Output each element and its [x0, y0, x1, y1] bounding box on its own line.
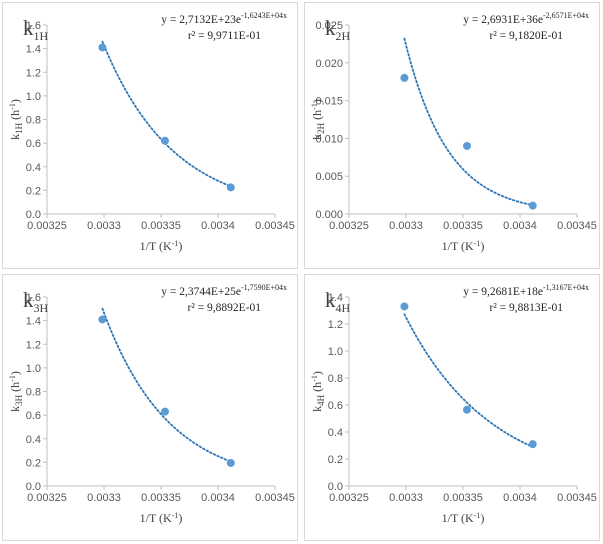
- k3h-y-tick-label: 1.0: [26, 363, 41, 375]
- chart-k1h-svg: 0.0 0.2 0.4 0.6 0.8 1.0 1.2 1.4 1.6 0.00325 0.0033…: [8, 11, 295, 253]
- k4h-y-tick-label: 1.0: [328, 346, 343, 358]
- k1h-y-tick-label: 0.6: [26, 138, 41, 150]
- k3h-data-point: [226, 458, 235, 467]
- k1h-y-tick-label: 0.4: [26, 162, 41, 174]
- k1h-r-squared: r² = 9,9711E-01: [188, 30, 261, 42]
- k4h-y-tick-label: 0.0: [328, 481, 343, 493]
- k3h-x-tick-label: 0.00325: [27, 492, 67, 504]
- k4h-x-tick-label: 0.00345: [557, 492, 597, 504]
- k1h-data-point: [160, 136, 169, 145]
- chart-panel-k3h: 0.0 0.2 0.4 0.6 0.8 1.0 1.2 1.4 1.6 0.00325 0.0033…: [2, 274, 298, 541]
- k1h-x-tick-label: 0.00335: [141, 220, 181, 232]
- k2h-x-tick-label: 0.00345: [557, 220, 597, 232]
- k1h-x-axis-label: 1/T (K-1): [140, 239, 183, 253]
- k1h-x-tick-label: 0.0033: [87, 220, 121, 232]
- k3h-y-tick-label: 1.4: [26, 316, 41, 328]
- k3h-x-tick-label: 0.00345: [255, 492, 295, 504]
- k2h-y-axis-label: k2H (h-1): [310, 99, 326, 140]
- k3h-r-squared: r² = 9,8892E-01: [188, 302, 262, 314]
- k4h-x-tick-label: 0.0034: [503, 492, 537, 504]
- k3h-x-axis-label: 1/T (K-1): [140, 511, 183, 525]
- k1h-y-tick-label: 1.2: [26, 67, 41, 79]
- k3h-data-point: [98, 315, 107, 324]
- k1h-y-axis-label: k1H (h-1): [8, 99, 24, 140]
- k3h-x-tick-label: 0.00335: [141, 492, 181, 504]
- k1h-y-tick-label: 1.0: [26, 91, 41, 103]
- k4h-y-tick-label: 1.2: [328, 319, 343, 331]
- k2h-y-tick-label: 0.020: [315, 58, 343, 70]
- k2h-data-point: [462, 141, 471, 150]
- k4h-data-point: [528, 440, 537, 449]
- k3h-y-tick-label: 0.4: [26, 434, 41, 446]
- k2h-trend-equation: y = 2,6931E+36e-2,6571E+04x: [463, 11, 589, 26]
- k1h-trendline: [101, 40, 232, 188]
- k1h-y-tick-label: 0.2: [26, 185, 41, 197]
- chart-panel-k4h: 0.0 0.2 0.4 0.6 0.8 1.0 1.2 1.4 0.00325 0.0033 0.0…: [304, 274, 600, 541]
- k4h-data-point: [400, 302, 409, 311]
- k2h-trendline: [403, 37, 534, 207]
- chart-k3h-svg: 0.0 0.2 0.4 0.6 0.8 1.0 1.2 1.4 1.6 0.00325 0.0033…: [8, 283, 295, 525]
- k4h-x-axis-label: 1/T (K-1): [442, 511, 485, 525]
- k1h-y-tick-label: 0.0: [26, 209, 41, 221]
- k2h-y-tick-label: 0.015: [315, 96, 343, 108]
- chart-panel-k2h: 0.000 0.005 0.010 0.015 0.020 0.025 0.00325 0.0…: [304, 2, 600, 269]
- k2h-x-tick-label: 0.00335: [443, 220, 483, 232]
- k4h-y-tick-label: 1.4: [328, 292, 343, 304]
- k1h-y-tick-label: 1.4: [26, 44, 41, 56]
- k4h-x-tick-label: 0.0033: [389, 492, 423, 504]
- k3h-y-tick-label: 1.6: [26, 292, 41, 304]
- k4h-r-squared: r² = 9,8813E-01: [490, 302, 564, 314]
- k2h-data-point: [528, 201, 537, 210]
- k4h-x-tick-label: 0.00335: [443, 492, 483, 504]
- k1h-y-tick-label: 1.6: [26, 20, 41, 32]
- k2h-panel-title: k2H: [325, 16, 351, 43]
- k2h-x-axis-label: 1/T (K-1): [442, 239, 485, 253]
- chart-k4h-svg: 0.0 0.2 0.4 0.6 0.8 1.0 1.2 1.4 0.00325 0.0033 0.0…: [310, 283, 597, 525]
- k4h-y-tick-label: 0.2: [328, 454, 343, 466]
- k3h-x-tick-label: 0.0034: [201, 492, 235, 504]
- k2h-x-tick-label: 0.00325: [329, 220, 369, 232]
- k3h-y-tick-label: 1.2: [26, 339, 41, 351]
- k4h-y-axis-label: k4H (h-1): [310, 371, 326, 412]
- k2h-y-tick-label: 0.010: [315, 133, 343, 145]
- k4h-panel-title: k4H: [325, 288, 351, 315]
- k1h-panel-title: k1H: [23, 16, 49, 43]
- k2h-x-tick-label: 0.0034: [503, 220, 537, 232]
- k3h-x-tick-label: 0.0033: [87, 492, 121, 504]
- k2h-y-tick-label: 0.025: [315, 20, 343, 32]
- k1h-data-point: [98, 43, 107, 52]
- k2h-r-squared: r² = 9,1820E-01: [490, 30, 564, 42]
- k3h-panel-title: k3H: [23, 288, 49, 315]
- k1h-x-tick-label: 0.0034: [201, 220, 235, 232]
- chart-panel-k1h: 0.0 0.2 0.4 0.6 0.8 1.0 1.2 1.4 1.6 0.00325 0.0033…: [2, 2, 298, 269]
- k4h-trend-equation: y = 9,2681E+18e-1,3167E+04x: [463, 283, 589, 298]
- k1h-x-tick-label: 0.00325: [27, 220, 67, 232]
- k2h-x-tick-label: 0.0033: [389, 220, 423, 232]
- k1h-x-tick-label: 0.00345: [255, 220, 295, 232]
- k4h-trendline: [403, 313, 534, 448]
- k4h-y-tick-label: 0.6: [328, 400, 343, 412]
- k2h-data-point: [400, 73, 409, 82]
- k3h-y-axis-label: k3H (h-1): [8, 371, 24, 412]
- k3h-y-tick-label: 0.8: [26, 387, 41, 399]
- k1h-y-tick-label: 0.8: [26, 115, 41, 127]
- chart-k2h-svg: 0.000 0.005 0.010 0.015 0.020 0.025 0.00325 0.0…: [310, 11, 597, 253]
- k2h-y-tick-label: 0.000: [315, 209, 343, 221]
- k3h-trendline: [101, 307, 232, 463]
- k4h-y-tick-label: 0.8: [328, 373, 343, 385]
- k2h-y-tick-label: 0.005: [315, 171, 343, 183]
- k4h-y-tick-label: 0.4: [328, 427, 343, 439]
- k3h-y-tick-label: 0.2: [26, 457, 41, 469]
- k4h-x-tick-label: 0.00325: [329, 492, 369, 504]
- k1h-trend-equation: y = 2,7132E+23e-1,6243E+04x: [161, 11, 287, 26]
- k3h-trend-equation: y = 2,3744E+25e-1,7590E+04x: [161, 283, 287, 298]
- k3h-y-tick-label: 0.0: [26, 481, 41, 493]
- k3h-y-tick-label: 0.6: [26, 410, 41, 422]
- k1h-data-point: [226, 183, 235, 192]
- k4h-data-point: [462, 405, 471, 414]
- k3h-data-point: [160, 407, 169, 416]
